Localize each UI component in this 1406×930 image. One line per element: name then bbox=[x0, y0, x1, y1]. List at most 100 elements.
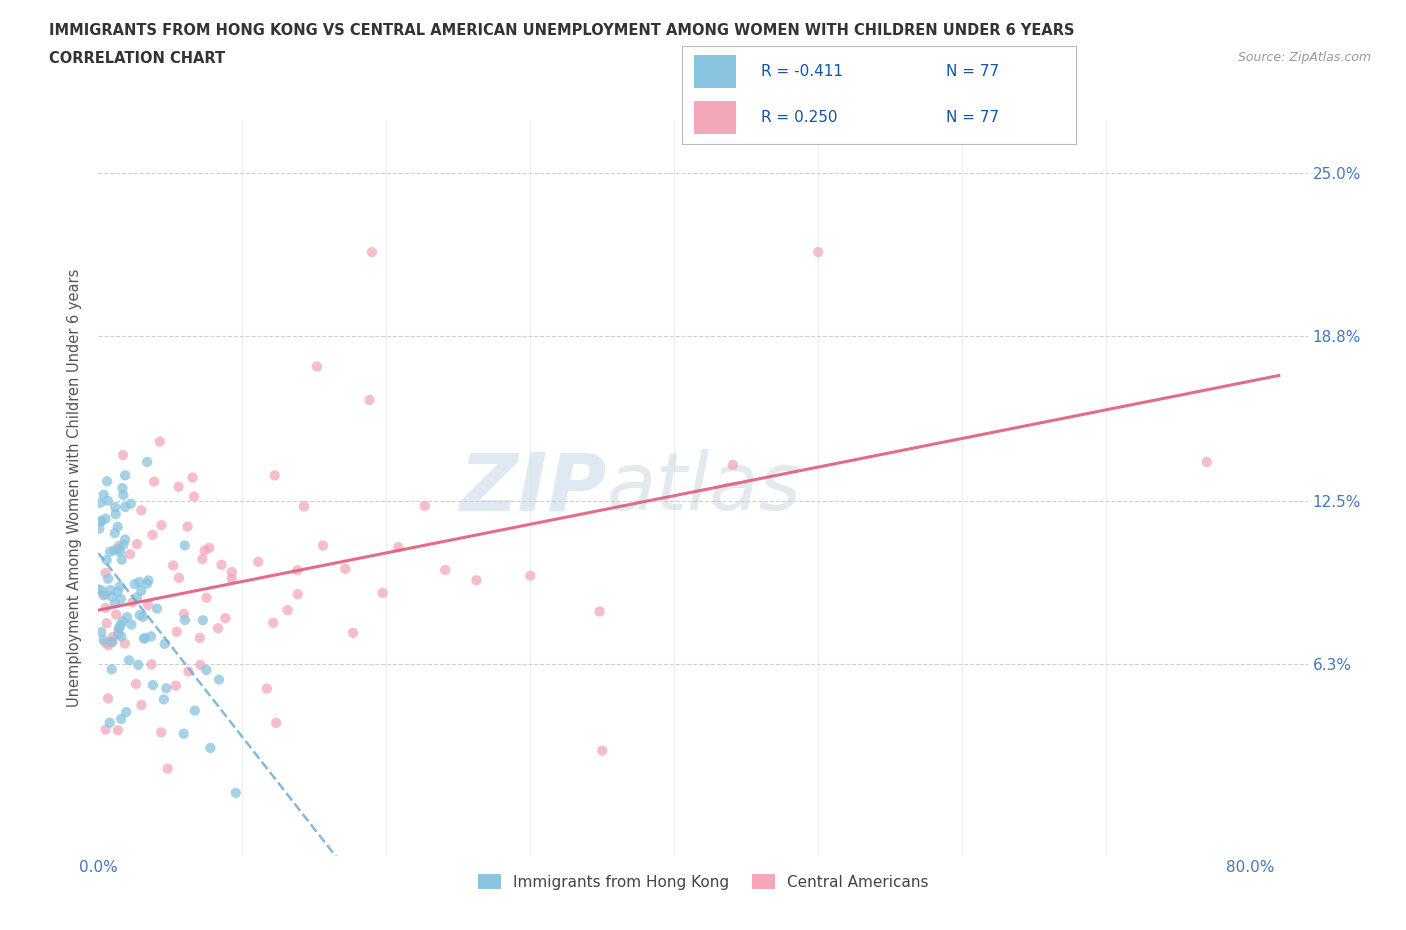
Point bbox=[97, 571, 120, 586]
Point bbox=[183, 489, 205, 504]
Point bbox=[214, 611, 236, 626]
Point bbox=[434, 563, 457, 578]
Point bbox=[256, 681, 278, 696]
Point bbox=[173, 538, 195, 553]
Point bbox=[198, 540, 221, 555]
Point bbox=[89, 521, 111, 536]
Point bbox=[98, 715, 121, 730]
Point bbox=[263, 468, 285, 483]
Point bbox=[90, 625, 112, 640]
Point bbox=[127, 658, 149, 672]
Point bbox=[221, 565, 243, 579]
Point bbox=[115, 610, 138, 625]
Point bbox=[588, 604, 610, 618]
Point bbox=[359, 392, 381, 407]
Point bbox=[105, 607, 128, 622]
Point bbox=[191, 613, 214, 628]
Point bbox=[111, 481, 134, 496]
Point bbox=[90, 583, 112, 598]
Point bbox=[807, 245, 830, 259]
Point bbox=[107, 519, 129, 534]
Point bbox=[118, 547, 141, 562]
Point bbox=[114, 636, 136, 651]
Point bbox=[103, 543, 125, 558]
Point bbox=[207, 621, 229, 636]
Text: N = 77: N = 77 bbox=[946, 111, 998, 126]
Point bbox=[125, 537, 148, 551]
Point bbox=[96, 616, 118, 631]
Point bbox=[136, 577, 159, 591]
Point bbox=[162, 558, 184, 573]
Point bbox=[93, 487, 115, 502]
Point bbox=[287, 563, 309, 578]
Point bbox=[93, 632, 115, 647]
Y-axis label: Unemployment Among Women with Children Under 6 years: Unemployment Among Women with Children U… bbox=[67, 269, 83, 708]
Point bbox=[94, 601, 117, 616]
Point bbox=[153, 636, 176, 651]
Point bbox=[371, 586, 394, 601]
Point bbox=[134, 631, 156, 645]
Point bbox=[287, 587, 309, 602]
Point bbox=[195, 662, 218, 677]
Text: IMMIGRANTS FROM HONG KONG VS CENTRAL AMERICAN UNEMPLOYMENT AMONG WOMEN WITH CHIL: IMMIGRANTS FROM HONG KONG VS CENTRAL AME… bbox=[49, 23, 1074, 38]
Point bbox=[177, 664, 200, 679]
Point bbox=[110, 629, 132, 644]
Text: N = 77: N = 77 bbox=[946, 64, 998, 79]
Point bbox=[166, 624, 188, 639]
Point bbox=[100, 662, 122, 677]
Point bbox=[118, 653, 141, 668]
Text: atlas: atlas bbox=[606, 449, 801, 527]
Point bbox=[150, 518, 173, 533]
Point bbox=[141, 527, 163, 542]
Legend: Immigrants from Hong Kong, Central Americans: Immigrants from Hong Kong, Central Ameri… bbox=[471, 868, 935, 896]
Point bbox=[120, 618, 142, 632]
Point bbox=[190, 658, 212, 672]
Point bbox=[174, 613, 197, 628]
Point bbox=[134, 631, 156, 646]
Point bbox=[125, 590, 148, 604]
Point bbox=[114, 499, 136, 514]
Point bbox=[165, 678, 187, 693]
Point bbox=[101, 590, 124, 604]
Point bbox=[108, 544, 131, 559]
Point bbox=[132, 609, 155, 624]
Text: CORRELATION CHART: CORRELATION CHART bbox=[49, 51, 225, 66]
Point bbox=[108, 578, 131, 593]
Point bbox=[361, 245, 384, 259]
Point bbox=[292, 498, 315, 513]
Point bbox=[111, 552, 134, 567]
Point bbox=[94, 512, 117, 526]
Point bbox=[108, 538, 131, 553]
Point bbox=[114, 532, 136, 547]
Point bbox=[108, 620, 131, 635]
Point bbox=[262, 616, 284, 631]
Point bbox=[247, 554, 270, 569]
Point bbox=[200, 740, 222, 755]
Point bbox=[111, 614, 134, 629]
Point bbox=[153, 692, 176, 707]
Point bbox=[211, 557, 233, 572]
Point bbox=[94, 636, 117, 651]
Point bbox=[128, 607, 150, 622]
Point bbox=[124, 577, 146, 591]
Point bbox=[387, 539, 409, 554]
Point bbox=[225, 786, 247, 801]
Point bbox=[342, 625, 364, 640]
Point bbox=[221, 571, 243, 586]
Point bbox=[101, 634, 124, 649]
Point bbox=[107, 627, 129, 642]
Point bbox=[173, 726, 195, 741]
Point bbox=[139, 629, 162, 644]
Point bbox=[96, 473, 118, 488]
Point bbox=[413, 498, 436, 513]
Point bbox=[111, 447, 134, 462]
Point bbox=[104, 507, 127, 522]
Point bbox=[107, 584, 129, 599]
Point bbox=[94, 587, 117, 602]
Point bbox=[121, 595, 143, 610]
Point bbox=[107, 541, 129, 556]
Point bbox=[115, 705, 138, 720]
Point bbox=[150, 725, 173, 740]
Point bbox=[100, 634, 122, 649]
Point bbox=[96, 552, 118, 567]
